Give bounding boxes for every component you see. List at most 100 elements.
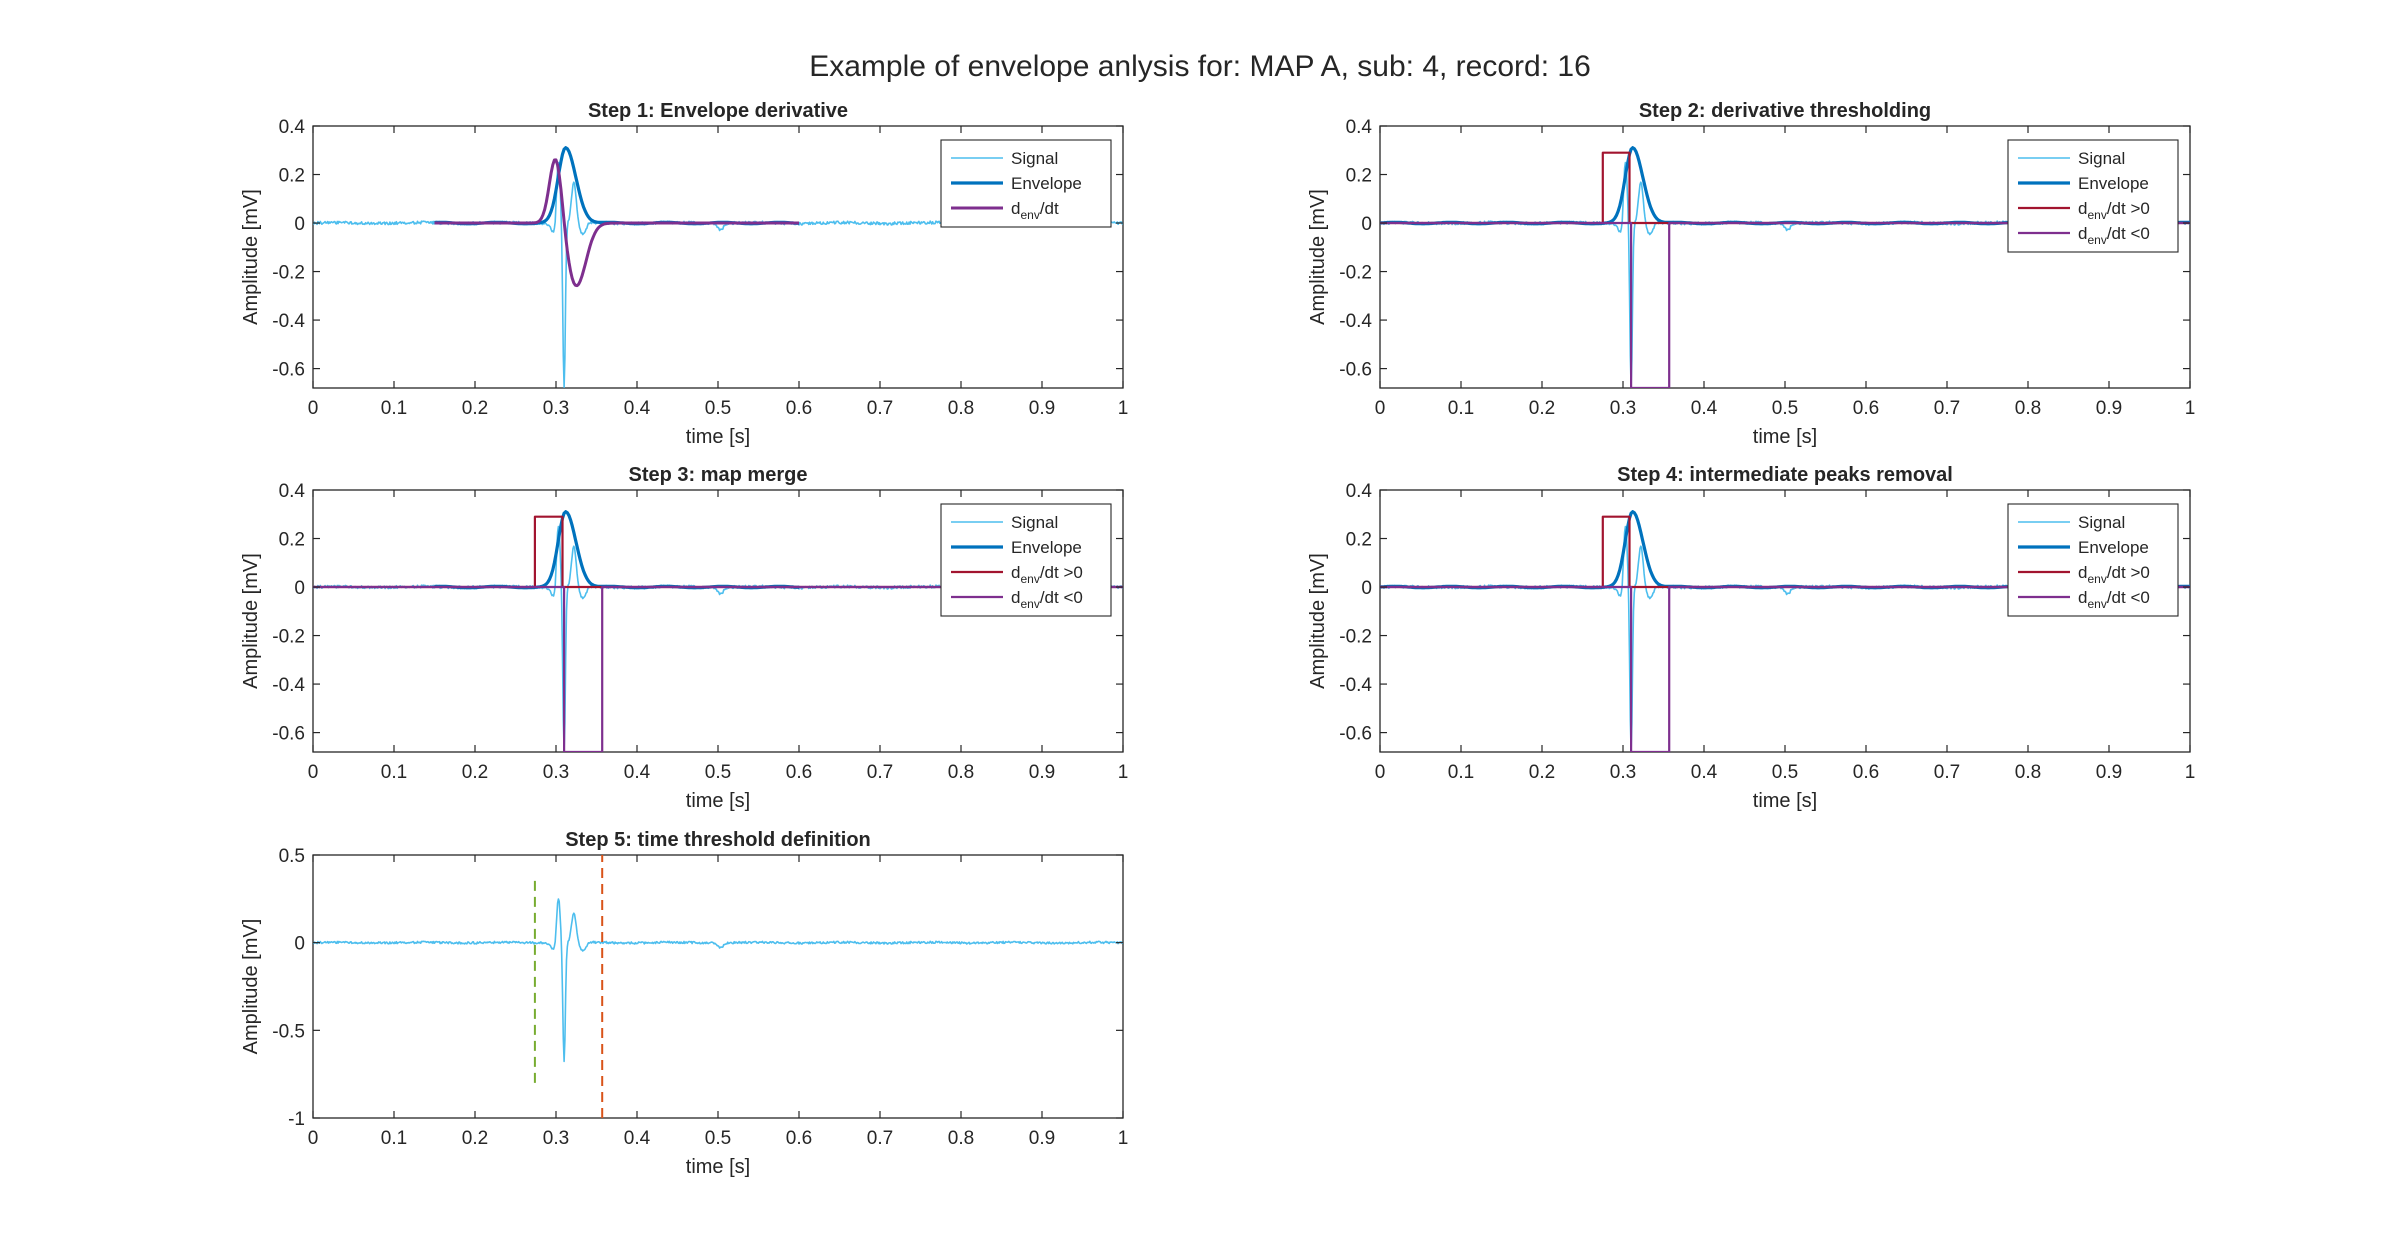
legend-label: Envelope: [2078, 174, 2149, 193]
x-tick-label: 0: [308, 762, 319, 783]
axes-title: Step 3: map merge: [629, 464, 808, 486]
x-tick-label: 0.3: [1610, 762, 1636, 783]
series-deriv-negative: [1380, 585, 2190, 752]
x-tick-label: 0.8: [948, 398, 974, 419]
y-tick-label: -1: [288, 1109, 305, 1130]
x-tick-label: 0.1: [1448, 398, 1474, 419]
x-tick-label: 0.9: [1029, 1128, 1055, 1149]
legend-label: denv/dt >0: [2078, 563, 2150, 586]
axes-frame: [312, 854, 1124, 1119]
y-tick-label: 0: [294, 578, 305, 599]
figure-title: Example of envelope anlysis for: MAP A, …: [809, 50, 1591, 83]
x-tick-label: 0.9: [1029, 398, 1055, 419]
x-tick-label: 0.1: [381, 762, 407, 783]
y-tick-label: -0.2: [1339, 263, 1372, 284]
y-tick-label: 0: [294, 934, 305, 955]
x-tick-label: 0: [308, 1128, 319, 1149]
y-tick-label: 0.4: [1346, 117, 1373, 138]
y-tick-label: 0.2: [1346, 166, 1372, 187]
x-tick-label: 1: [1118, 398, 1129, 419]
legend-label: Signal: [1011, 149, 1058, 168]
y-tick-label: -0.6: [1339, 724, 1372, 745]
series-deriv-negative: [1380, 221, 2190, 388]
y-tick-label: 0.5: [279, 846, 305, 867]
y-tick-label: 0.2: [1346, 530, 1372, 551]
x-tick-label: 1: [2185, 398, 2196, 419]
x-tick-label: 0.7: [867, 398, 893, 419]
x-tick-label: 0.1: [381, 398, 407, 419]
x-tick-label: 0.7: [867, 1128, 893, 1149]
y-tick-label: 0: [1361, 214, 1372, 235]
y-tick-label: -0.5: [272, 1021, 305, 1042]
x-tick-label: 1: [1118, 1128, 1129, 1149]
y-axis-label: Amplitude [mV]: [1307, 189, 1329, 325]
x-tick-label: 0.6: [786, 1128, 812, 1149]
x-tick-label: 0.8: [2015, 762, 2041, 783]
x-tick-label: 0.5: [705, 398, 731, 419]
x-tick-label: 0.2: [462, 1128, 488, 1149]
x-tick-label: 0.3: [1610, 398, 1636, 419]
y-tick-label: 0: [1361, 578, 1372, 599]
x-tick-label: 0.6: [1853, 762, 1879, 783]
x-tick-label: 0.4: [1691, 762, 1718, 783]
x-axis-label: time [s]: [1753, 790, 1817, 812]
y-axis-label: Amplitude [mV]: [240, 919, 262, 1055]
x-tick-label: 0.8: [948, 1128, 974, 1149]
axes-step2: 0 0.1 0.2 0.3 0.4 0.5 0.6 0.7 0.8 0.9 1 0.4 0.2 0 -0.2…: [1307, 100, 2195, 448]
y-tick-label: -0.2: [272, 627, 305, 648]
x-tick-label: 0.4: [1691, 398, 1718, 419]
axes-title: Step 5: time threshold definition: [565, 829, 871, 851]
x-tick-label: 0.7: [1934, 762, 1960, 783]
x-axis-label: time [s]: [686, 426, 750, 448]
x-tick-label: 1: [2185, 762, 2196, 783]
x-tick-label: 0.5: [705, 1128, 731, 1149]
x-tick-label: 0.5: [1772, 762, 1798, 783]
x-tick-label: 0.2: [462, 398, 488, 419]
x-tick-label: 0: [1375, 762, 1386, 783]
y-tick-label: 0.4: [279, 481, 306, 502]
x-tick-label: 0.6: [786, 762, 812, 783]
legend-label: Envelope: [1011, 174, 1082, 193]
y-tick-label: -0.4: [272, 311, 305, 332]
x-tick-label: 0: [308, 398, 319, 419]
x-tick-label: 0.6: [786, 398, 812, 419]
x-axis-label: time [s]: [686, 1156, 750, 1178]
y-tick-label: -0.4: [1339, 311, 1372, 332]
y-tick-label: -0.4: [272, 675, 305, 696]
y-tick-label: 0.2: [279, 530, 305, 551]
x-tick-label: 1: [1118, 762, 1129, 783]
y-tick-label: 0: [294, 214, 305, 235]
y-tick-label: 0.4: [279, 117, 306, 138]
axes-step1: 0 0.1 0.2 0.3 0.4 0.5 0.6 0.7 0.8 0.9 1 0.4 0.2 0 -0.2…: [240, 100, 1128, 448]
axes-step5: 0 0.1 0.2 0.3 0.4 0.5 0.6 0.7 0.8 0.9 1 0.5 0 -0.5 -1 t…: [240, 829, 1128, 1178]
axes-title: Step 4: intermediate peaks removal: [1617, 464, 1953, 486]
x-tick-label: 0.8: [948, 762, 974, 783]
axes-step4: 0 0.1 0.2 0.3 0.4 0.5 0.6 0.7 0.8 0.9 1 0.4 0.2 0 -0.2…: [1307, 464, 2195, 812]
y-axis-label: Amplitude [mV]: [1307, 553, 1329, 689]
series-signal: [313, 898, 1123, 1063]
x-tick-label: 0.5: [705, 762, 731, 783]
x-tick-label: 0.3: [543, 398, 569, 419]
x-tick-label: 0.1: [381, 1128, 407, 1149]
x-tick-label: 0.2: [1529, 398, 1555, 419]
y-tick-label: -0.6: [272, 724, 305, 745]
x-tick-label: 0: [1375, 398, 1386, 419]
axes-step3: 0 0.1 0.2 0.3 0.4 0.5 0.6 0.7 0.8 0.9 1 0.4 0.2 0 -0.2…: [240, 464, 1128, 812]
legend-label: Envelope: [2078, 538, 2149, 557]
legend-label: Envelope: [1011, 538, 1082, 557]
y-tick-label: 0.2: [279, 166, 305, 187]
x-tick-label: 0.7: [867, 762, 893, 783]
x-tick-label: 0.4: [624, 398, 651, 419]
x-tick-label: 0.8: [2015, 398, 2041, 419]
x-tick-label: 0.7: [1934, 398, 1960, 419]
x-tick-label: 0.5: [1772, 398, 1798, 419]
y-axis-label: Amplitude [mV]: [240, 553, 262, 689]
x-tick-label: 0.3: [543, 1128, 569, 1149]
y-axis-label: Amplitude [mV]: [240, 189, 262, 325]
axes-title: Step 2: derivative thresholding: [1639, 100, 1931, 122]
